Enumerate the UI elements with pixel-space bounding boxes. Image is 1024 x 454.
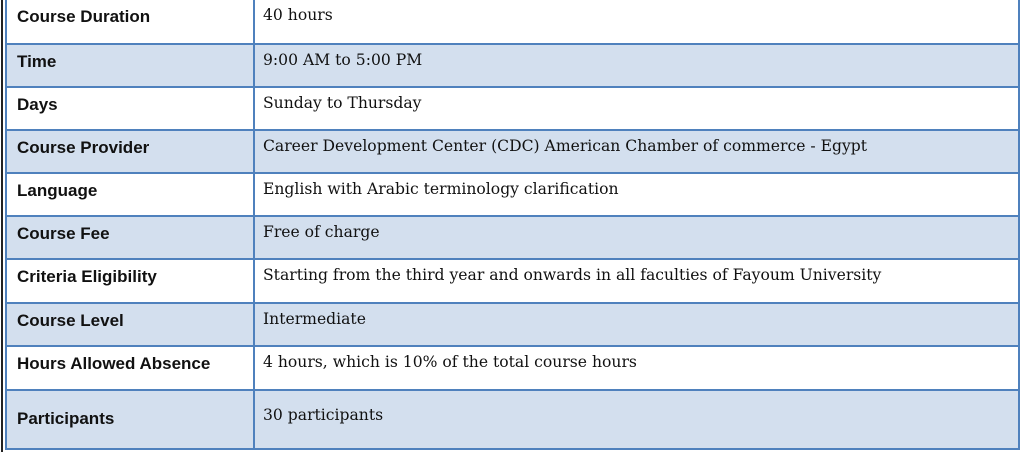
row-value: Starting from the third year and onwards… [263,266,882,284]
column-divider [253,347,255,389]
row-value: 4 hours, which is 10% of the total cours… [263,353,637,371]
column-divider [253,260,255,302]
row-value: 9:00 AM to 5:00 PM [263,51,423,69]
column-divider [253,88,255,129]
table-row: Days Sunday to Thursday [7,88,1018,131]
table-row: Criteria Eligibility Starting from the th… [7,260,1018,304]
row-value: Intermediate [263,310,366,328]
row-value: English with Arabic terminology clarific… [263,180,619,198]
row-label: Language [17,181,98,200]
table-row: Participants 30 participants [7,391,1018,448]
row-value: Sunday to Thursday [263,94,422,112]
column-divider [253,217,255,258]
row-label: Participants [17,409,115,428]
row-label: Course Fee [17,224,110,243]
row-label: Hours Allowed Absence [17,354,211,373]
column-divider [253,304,255,345]
row-label: Course Level [17,311,124,330]
table-row: Language English with Arabic terminology … [7,174,1018,217]
column-divider [253,391,255,448]
table-row: Time 9:00 AM to 5:00 PM [7,45,1018,88]
table-row: Course Provider Career Development Center… [7,131,1018,174]
column-divider [253,131,255,172]
table-row: Course Fee Free of charge [7,217,1018,260]
row-value: 40 hours [263,6,333,24]
row-value: Career Development Center (CDC) American… [263,137,868,155]
row-label: Time [17,52,57,71]
column-divider [253,0,255,43]
table-row: Course Level Intermediate [7,304,1018,347]
row-label: Days [17,95,58,114]
row-label: Criteria Eligibility [17,267,157,286]
row-value: 30 participants [263,406,384,424]
column-divider [253,45,255,86]
row-label: Course Provider [17,138,150,157]
table-row: Course Duration 40 hours [7,0,1018,45]
column-divider [253,174,255,215]
row-value: Free of charge [263,223,380,241]
course-info-table: Course Duration 40 hours Time 9:00 AM to 5… [5,0,1020,450]
row-label: Course Duration [17,7,151,26]
table-row: Hours Allowed Absence 4 hours, which is 1… [7,347,1018,391]
outer-border [1,0,3,452]
